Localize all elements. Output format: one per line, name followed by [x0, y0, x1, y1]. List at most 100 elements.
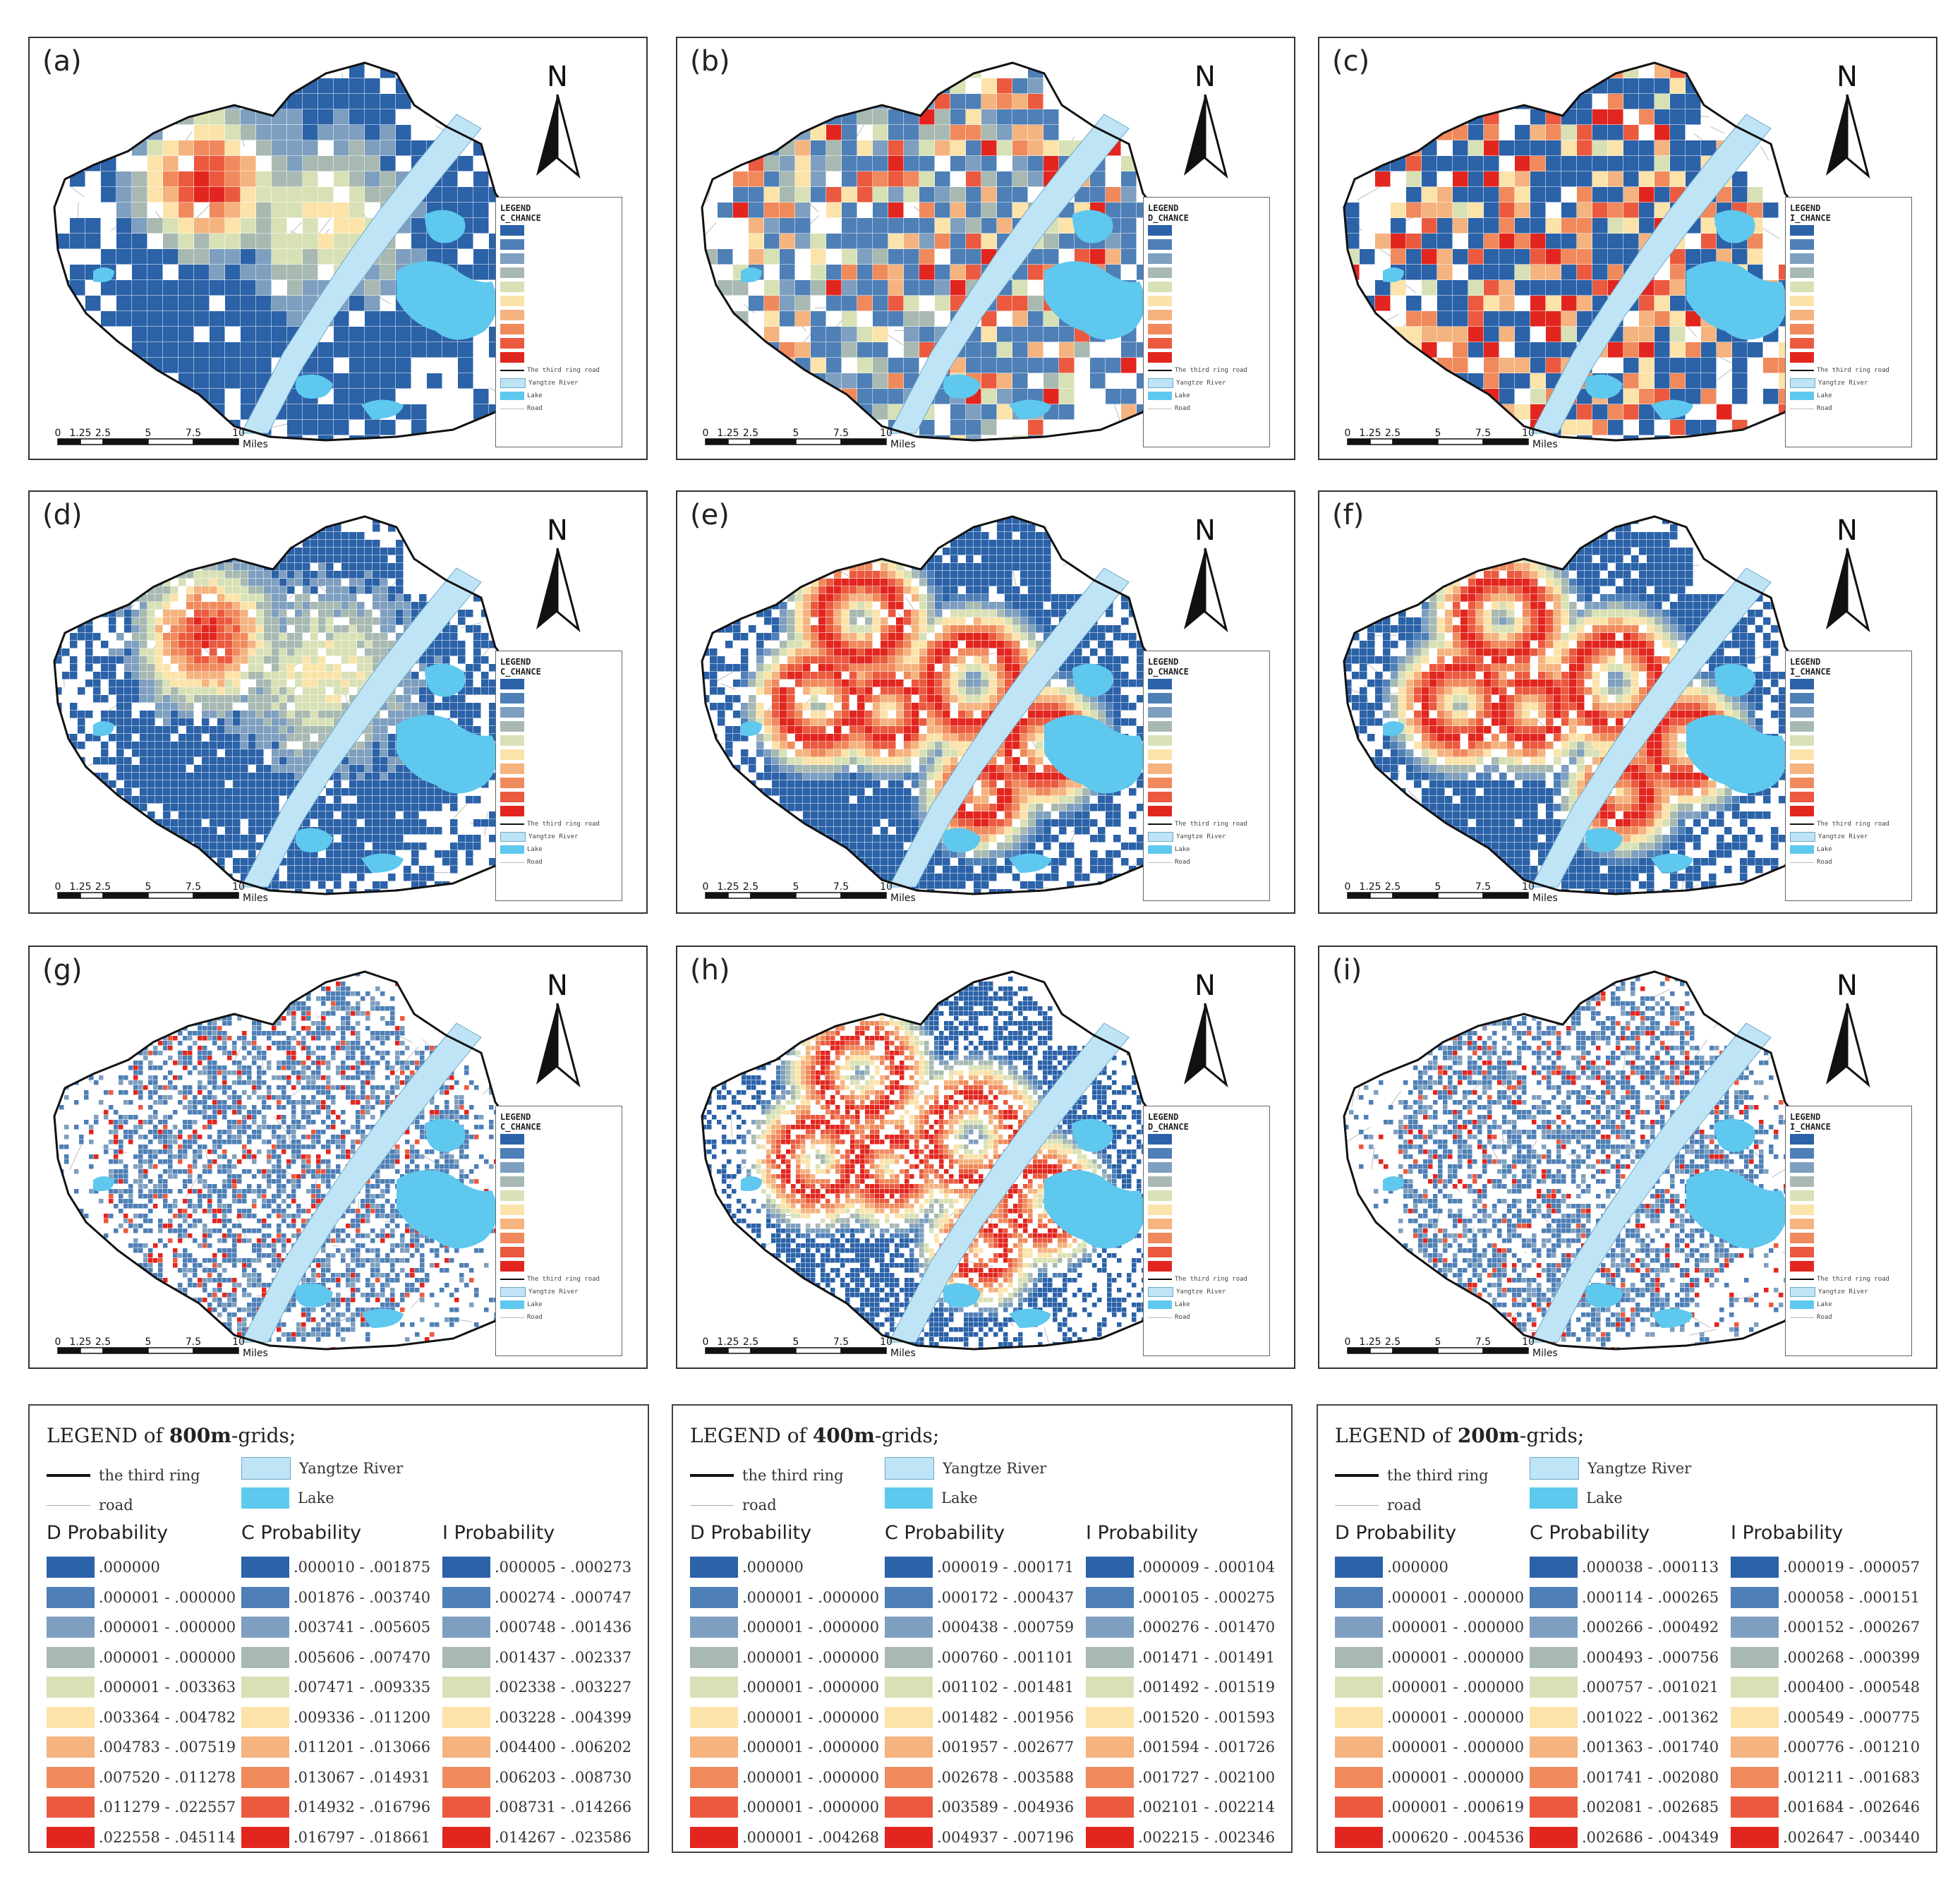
grid-cell: [811, 311, 826, 327]
grid-cell: [1391, 373, 1406, 389]
grid-cell: [904, 234, 919, 249]
grid-cell: [279, 765, 287, 773]
grid-cell: [958, 579, 966, 586]
grid-cell: [373, 788, 380, 796]
grid-cell: [318, 874, 326, 881]
grid-cell: [1028, 571, 1036, 579]
grid-cell: [958, 625, 966, 633]
grid-cell: [256, 234, 272, 249]
grid-cell: [241, 265, 256, 280]
grid-cell: [116, 63, 132, 78]
grid-cell: [78, 718, 85, 726]
grid-cell: [1499, 373, 1515, 389]
grid-cell: [210, 140, 225, 156]
grid-cell: [101, 311, 116, 327]
grid-cell: [919, 579, 927, 586]
grid-cell: [202, 718, 210, 726]
grid-cell: [826, 358, 842, 373]
grid-cell: [1152, 602, 1160, 610]
grid-cell: [741, 648, 749, 656]
grid-cell: [93, 843, 101, 850]
grid-cell: [70, 373, 85, 389]
grid-cell: [217, 656, 225, 664]
grid-cell: [287, 858, 295, 866]
grid-cell: [241, 389, 256, 404]
grid-cell: [349, 187, 365, 203]
grid-cell: [349, 563, 357, 571]
legend-swatch: [1790, 309, 1814, 320]
grid-cell: [341, 703, 349, 711]
grid-cell: [303, 625, 310, 633]
grid-cell: [272, 617, 279, 625]
grid-cell: [1623, 156, 1639, 171]
grid-cell: [334, 625, 341, 633]
grid-cell: [264, 625, 272, 633]
grid-cell: [958, 617, 966, 625]
grid-cell: [710, 648, 718, 656]
grid-cell: [419, 866, 427, 874]
grid-cell: [318, 610, 326, 617]
grid-cell: [155, 827, 163, 835]
legend-ref-row: Road: [1148, 402, 1265, 415]
grid-cell: [1453, 249, 1468, 265]
grid-cell: [458, 342, 473, 358]
grid-cell: [881, 586, 888, 594]
grid-cell: [904, 633, 912, 641]
grid-cell: [966, 125, 981, 140]
grid-cell: [101, 773, 109, 780]
grid-cell: [473, 656, 481, 664]
grid-cell: [1608, 125, 1623, 140]
grid-cell: [256, 749, 264, 757]
grid-cell: [179, 249, 194, 265]
grid-cell: [481, 656, 489, 664]
grid-cell: [256, 94, 272, 109]
grid-cell: [489, 680, 497, 687]
grid-cell: [1406, 156, 1422, 171]
grid-cell: [881, 563, 888, 571]
grid-cell: [202, 703, 210, 711]
legend-ref-row: Lake: [1148, 390, 1265, 402]
grid-cell: [896, 641, 904, 648]
grid-cell: [279, 687, 287, 695]
grid-cell: [225, 296, 241, 311]
grid-cell: [981, 571, 989, 579]
grid-cell: [349, 827, 357, 835]
grid-cell: [388, 874, 396, 881]
grid-cell: [85, 94, 101, 109]
grid-cell: [326, 625, 334, 633]
grid-cell: [1121, 358, 1137, 373]
grid-cell: [116, 311, 132, 327]
grid-cell: [1012, 203, 1028, 218]
grid-cell: [179, 773, 186, 780]
legend-swatch: [1790, 295, 1814, 306]
grid-cell: [1012, 296, 1028, 311]
grid-cell: [147, 327, 163, 342]
grid-cell: [1484, 280, 1499, 296]
grid-cell: [241, 656, 248, 664]
grid-cell: [140, 672, 147, 680]
grid-cell: [1137, 610, 1144, 617]
grid-cell: [1670, 420, 1686, 435]
grid-cell: [373, 563, 380, 571]
grid-cell: [233, 711, 241, 718]
grid-cell: [163, 687, 171, 695]
grid-cell: [849, 540, 857, 548]
grid-cell: [904, 327, 919, 342]
grid-cell: [780, 625, 787, 633]
legend-class-row: [1790, 336, 1907, 350]
grid-cell: [310, 548, 318, 555]
grid-cell: [194, 672, 202, 680]
grid-cell: [749, 203, 764, 218]
grid-cell: [1561, 280, 1577, 296]
grid-cell: [147, 749, 155, 757]
grid-cell: [287, 687, 295, 695]
grid-cell: [981, 579, 989, 586]
grid-cell: [1375, 358, 1391, 373]
grid-cell: [163, 586, 171, 594]
north-label: N: [547, 61, 568, 93]
grid-cell: [248, 672, 256, 680]
grid-cell: [1639, 78, 1654, 94]
grid-cell: [310, 540, 318, 548]
grid-cell: [116, 680, 124, 687]
